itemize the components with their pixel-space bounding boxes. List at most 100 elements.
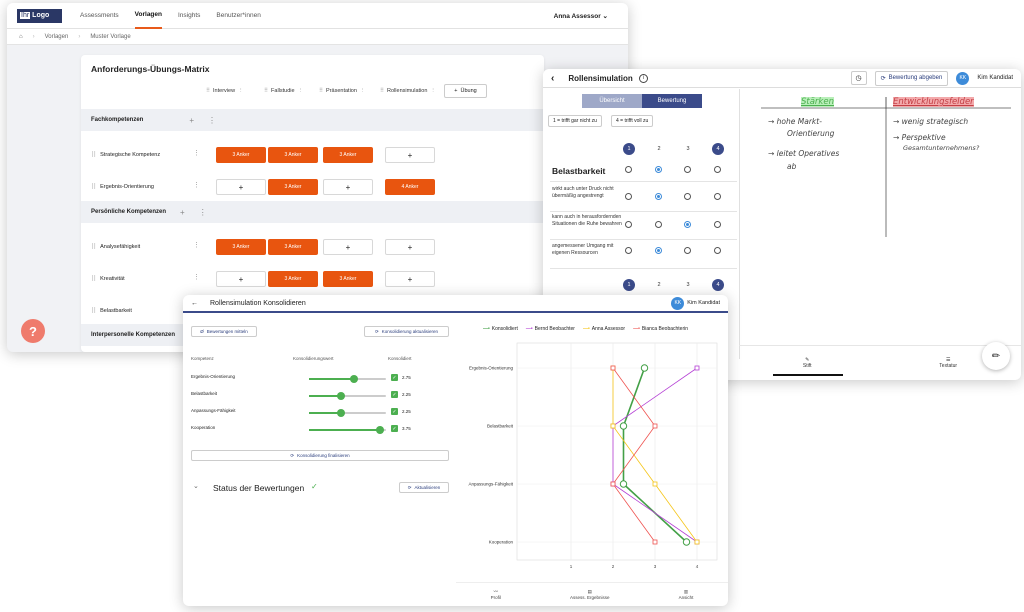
consolidation-slider[interactable] bbox=[309, 392, 386, 400]
plus-icon[interactable]: + bbox=[180, 207, 185, 217]
consolidated-checkbox[interactable]: ✓ bbox=[391, 374, 398, 381]
back-arrow-icon[interactable]: ← bbox=[191, 299, 198, 307]
drag-handle-icon[interactable]: ⠿ bbox=[206, 88, 211, 94]
more-icon[interactable]: ⋮ bbox=[359, 88, 366, 94]
legend-item[interactable]: —• Anna Assessor bbox=[583, 326, 625, 332]
nav-benutzer[interactable]: Benutzer*innen bbox=[216, 12, 261, 19]
anchor-cell[interactable]: 3 Anker bbox=[216, 239, 266, 255]
anchor-cell[interactable]: 3 Anker bbox=[323, 147, 373, 163]
consolidated-checkbox[interactable]: ✓ bbox=[391, 408, 398, 415]
drag-handle-icon[interactable]: ⠿ bbox=[91, 276, 97, 283]
more-icon[interactable]: ⋮ bbox=[193, 182, 200, 189]
add-anchor-cell[interactable]: + bbox=[323, 239, 373, 255]
user-menu[interactable]: Anna Assessor ⌄ bbox=[553, 12, 608, 20]
more-icon[interactable]: ⋮ bbox=[198, 207, 207, 217]
legend-item[interactable]: —• Konsolidiert bbox=[483, 326, 518, 332]
chevron-down-icon[interactable]: ⌄ bbox=[193, 483, 199, 490]
consolidated-checkbox[interactable]: ✓ bbox=[391, 391, 398, 398]
rating-radio[interactable] bbox=[655, 166, 662, 173]
slider-knob[interactable] bbox=[375, 426, 384, 434]
update-consolidation-button[interactable]: ⟳ Konsolidierung aktualisieren bbox=[364, 326, 449, 337]
pencil-tool-icon[interactable]: ✏ bbox=[982, 342, 1010, 370]
add-anchor-cell[interactable]: + bbox=[216, 271, 266, 287]
anchor-cell[interactable]: 3 Anker bbox=[216, 147, 266, 163]
tab-ansicht[interactable]: ▥ Ansicht bbox=[678, 589, 694, 600]
tool-stift[interactable]: ✎ Stift bbox=[802, 357, 812, 369]
add-uebung-button[interactable]: + Übung bbox=[444, 84, 487, 98]
nav-vorlagen[interactable]: Vorlagen bbox=[134, 3, 162, 29]
rating-radio[interactable] bbox=[655, 247, 662, 254]
drag-handle-icon[interactable]: ⠿ bbox=[91, 184, 97, 191]
drag-handle-icon[interactable]: ⠿ bbox=[380, 88, 385, 94]
tab-uebersicht[interactable]: Übersicht bbox=[582, 94, 642, 108]
legend-item[interactable]: —• Bernd Beobachter bbox=[526, 326, 575, 332]
nav-assessments[interactable]: Assessments bbox=[80, 12, 119, 19]
anchor-cell[interactable]: 3 Anker bbox=[268, 271, 318, 287]
refresh-status-button[interactable]: ⟳ Aktualisieren bbox=[399, 482, 449, 493]
slider-knob[interactable] bbox=[349, 375, 358, 383]
rating-radio[interactable] bbox=[714, 221, 721, 228]
rating-radio[interactable] bbox=[684, 247, 691, 254]
average-ratings-button[interactable]: Ø Bewertungen mitteln bbox=[191, 326, 257, 337]
add-anchor-cell[interactable]: + bbox=[385, 239, 435, 255]
consolidation-slider[interactable] bbox=[309, 426, 386, 434]
tab-bewertung[interactable]: Bewertung bbox=[642, 94, 702, 108]
nav-insights[interactable]: Insights bbox=[178, 12, 201, 19]
rating-radio[interactable] bbox=[714, 247, 721, 254]
finalize-consolidation-button[interactable]: ⟳ Konsolidierung finalisieren bbox=[191, 450, 449, 461]
add-anchor-cell[interactable]: + bbox=[323, 179, 373, 195]
help-button[interactable]: ? bbox=[21, 319, 45, 343]
slider-knob[interactable] bbox=[337, 409, 346, 417]
more-icon[interactable]: ⋮ bbox=[430, 88, 436, 94]
rating-radio[interactable] bbox=[625, 221, 632, 228]
info-icon[interactable]: i bbox=[638, 73, 648, 83]
col-rollensimulation[interactable]: ⠿ Rollensimulation ⋮ bbox=[380, 88, 436, 94]
timer-icon[interactable]: ◷ bbox=[850, 71, 867, 85]
rating-radio[interactable] bbox=[684, 166, 691, 173]
anchor-cell[interactable]: 3 Anker bbox=[323, 271, 373, 287]
col-interview[interactable]: ⠿ Interview ⋮ bbox=[206, 88, 244, 94]
rating-radio[interactable] bbox=[625, 166, 632, 173]
col-praesentation[interactable]: ⠿ Präsentation ⋮ bbox=[319, 88, 366, 94]
tab-profil[interactable]: 〰 Profil bbox=[490, 589, 501, 600]
submit-rating-button[interactable]: ⟳ Bewertung abgeben bbox=[874, 70, 949, 86]
more-icon[interactable]: ⋮ bbox=[193, 150, 200, 157]
drag-handle-icon[interactable]: ⠿ bbox=[91, 308, 97, 315]
rating-radio[interactable] bbox=[714, 166, 721, 173]
add-anchor-cell[interactable]: + bbox=[216, 179, 266, 195]
consolidated-checkbox[interactable]: ✓ bbox=[391, 425, 398, 432]
rating-radio[interactable] bbox=[625, 247, 632, 254]
drag-handle-icon[interactable]: ⠿ bbox=[319, 88, 324, 94]
anchor-cell[interactable]: 4 Anker bbox=[385, 179, 435, 195]
consolidation-slider[interactable] bbox=[309, 409, 386, 417]
plus-icon[interactable]: + bbox=[189, 115, 195, 125]
more-icon[interactable]: ⋮ bbox=[238, 88, 244, 94]
more-icon[interactable]: ⋮ bbox=[297, 88, 304, 94]
slider-knob[interactable] bbox=[337, 392, 346, 400]
rating-radio[interactable] bbox=[655, 193, 662, 200]
anchor-cell[interactable]: 3 Anker bbox=[268, 239, 318, 255]
add-anchor-cell[interactable]: + bbox=[385, 147, 435, 163]
crumb-vorlagen[interactable]: Vorlagen bbox=[44, 33, 69, 40]
tab-ergebnisse[interactable]: ▤ Assess. Ergebnisse bbox=[569, 589, 610, 600]
back-arrow-icon[interactable]: ‹ bbox=[551, 72, 555, 84]
more-icon[interactable]: ⋮ bbox=[193, 274, 200, 281]
rating-radio[interactable] bbox=[714, 193, 721, 200]
more-icon[interactable]: ⋮ bbox=[208, 115, 217, 125]
anchor-cell[interactable]: 3 Anker bbox=[268, 179, 318, 195]
drag-handle-icon[interactable]: ⠿ bbox=[91, 244, 97, 251]
col-fallstudie[interactable]: ⠿ Fallstudie ⋮ bbox=[264, 88, 304, 94]
rating-radio[interactable] bbox=[684, 221, 691, 228]
consolidation-slider[interactable] bbox=[309, 375, 386, 383]
drag-handle-icon[interactable]: ⠿ bbox=[264, 88, 269, 94]
tool-tastatur[interactable]: ☰ Textatur bbox=[939, 357, 958, 369]
rating-radio[interactable] bbox=[684, 193, 691, 200]
add-anchor-cell[interactable]: + bbox=[385, 271, 435, 287]
drag-handle-icon[interactable]: ⠿ bbox=[91, 152, 97, 159]
anchor-cell[interactable]: 3 Anker bbox=[268, 147, 318, 163]
rating-radio[interactable] bbox=[625, 193, 632, 200]
more-icon[interactable]: ⋮ bbox=[193, 242, 200, 249]
legend-item[interactable]: —• Bianca Beobachterin bbox=[633, 326, 688, 332]
rating-radio[interactable] bbox=[655, 221, 662, 228]
home-icon[interactable]: ⌂ bbox=[19, 33, 23, 40]
